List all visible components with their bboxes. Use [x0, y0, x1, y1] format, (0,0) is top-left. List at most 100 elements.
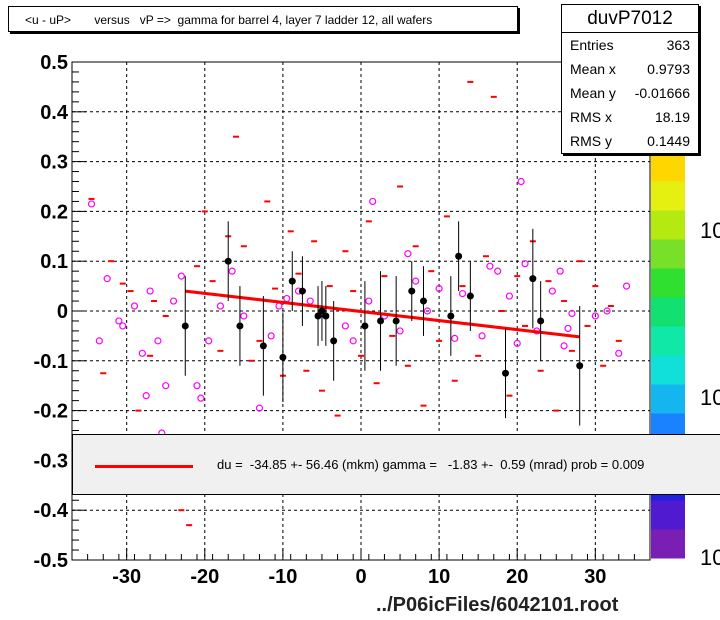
profile-points [181, 221, 584, 426]
marker-point [349, 337, 357, 345]
palette-cell [651, 355, 685, 385]
file-label: ../P06icFiles/6042101.root [376, 594, 619, 616]
hist-cell [615, 339, 622, 342]
x-tick-label: -30 [112, 566, 141, 588]
plot-title: <u - uP> versus vP => gamma for barrel 4… [8, 6, 518, 32]
marker-point [513, 339, 521, 347]
marker-point [177, 272, 185, 280]
stats-value: 18.19 [654, 109, 690, 125]
marker-point [591, 312, 599, 320]
axis-ticks: -30 -20 -10 0 10 20 30 -0.5 -0.4 -0.3 -0.2 -0.1 0 0.1… [34, 52, 635, 588]
color-palette [651, 152, 685, 559]
hist-cell [428, 270, 435, 273]
hist-cell [506, 394, 513, 397]
marker-point [451, 334, 459, 342]
marker-point [365, 297, 373, 305]
hist-cell [498, 310, 505, 312]
hist-cell [295, 272, 302, 275]
hist-cell [514, 275, 521, 278]
marker-point [564, 324, 572, 333]
marker-point [138, 349, 146, 357]
y-tick-label: 0 [57, 301, 68, 323]
y-tick-label: -0.5 [34, 550, 68, 572]
hist-cell [553, 409, 560, 412]
fit-legend-box: du = -34.85 +- 56.46 (mkm) gamma = -1.83… [72, 434, 720, 495]
hist-cell [264, 200, 271, 203]
profile-point [224, 257, 232, 265]
marker-point [560, 342, 568, 350]
hist-cell [365, 220, 372, 223]
profile-point [419, 297, 427, 305]
hist-cell [342, 250, 349, 253]
palette-cell [651, 326, 685, 356]
marker-point [603, 307, 611, 315]
palette-cell [651, 152, 685, 182]
marker-point [146, 287, 154, 295]
marker-point [216, 302, 225, 310]
hist-cell [545, 280, 552, 283]
y-tick-label: 0.5 [40, 52, 68, 74]
histogram-cells [88, 80, 622, 527]
hist-cell [350, 290, 357, 293]
hist-cell [217, 349, 224, 352]
hist-cell [404, 364, 411, 367]
hist-cell [233, 135, 240, 138]
hist-cell [326, 285, 333, 288]
stats-label: Entries [570, 37, 614, 53]
y-tick-label: -0.3 [34, 450, 68, 472]
marker-point [228, 267, 236, 275]
hist-cell [240, 245, 247, 248]
marker-point [306, 297, 314, 305]
profile-point [298, 287, 306, 295]
profile-point [288, 277, 296, 285]
hist-cell [186, 524, 193, 527]
stats-value: 363 [666, 37, 690, 53]
hist-cell [373, 382, 380, 385]
marker-point [87, 200, 96, 208]
palette-cell [651, 500, 685, 530]
hist-cell [467, 80, 474, 83]
hist-cell [100, 372, 107, 375]
hist-cell [490, 95, 497, 98]
marker-point [494, 267, 502, 275]
hist-cell [561, 300, 568, 303]
profile-point [181, 322, 189, 330]
x-tick-label: 20 [506, 566, 528, 588]
marker-point [154, 337, 162, 345]
marker-point [341, 322, 349, 330]
marker-point [95, 337, 103, 345]
marker-point [568, 309, 576, 318]
marker-point [103, 275, 111, 283]
marker-point [486, 262, 494, 270]
profile-point [537, 317, 545, 325]
hist-cell [358, 354, 364, 357]
hist-cell [287, 230, 294, 233]
hist-cell [135, 409, 142, 412]
stats-row-rms-x: RMS x 18.19 [562, 105, 698, 129]
marker-point [505, 292, 514, 300]
stats-row-entries: Entries 363 [562, 33, 698, 57]
fit-line [185, 289, 580, 339]
marker-point [369, 197, 377, 206]
marker-point [193, 382, 201, 390]
profile-point [330, 337, 338, 345]
hist-cell [147, 354, 154, 357]
hist-cell [576, 260, 583, 263]
hist-cell [389, 334, 396, 337]
marker-point [412, 277, 420, 285]
hist-cell [568, 349, 575, 352]
marker-point [423, 307, 431, 315]
marker-point [275, 302, 283, 310]
hist-cell [451, 379, 458, 382]
fit-legend-text: du = -34.85 +- 56.46 (mkm) gamma = -1.83… [217, 457, 645, 472]
profile-point [529, 275, 537, 283]
hist-cell [600, 364, 607, 367]
marker-point [458, 289, 467, 298]
hist-cell [397, 185, 404, 188]
hist-cell [475, 354, 482, 357]
hist-cell [607, 305, 614, 308]
marker-point [548, 287, 556, 295]
hist-cell [443, 215, 450, 218]
hist-cell [209, 280, 216, 283]
hist-cell [151, 300, 158, 303]
